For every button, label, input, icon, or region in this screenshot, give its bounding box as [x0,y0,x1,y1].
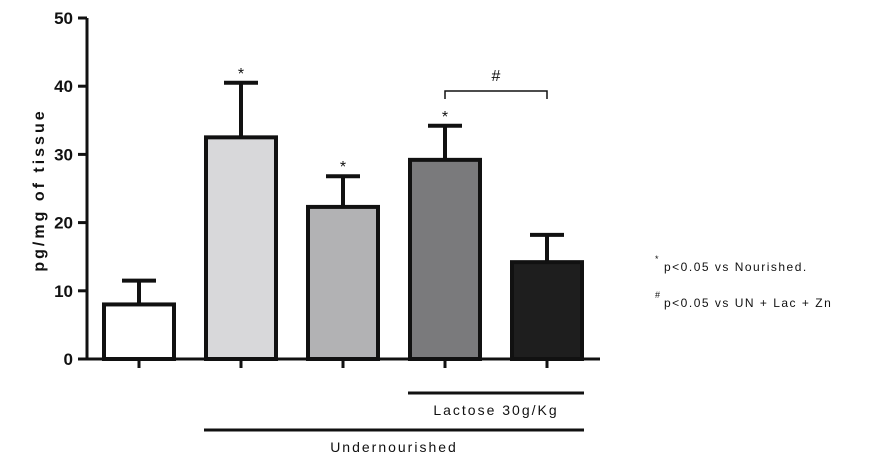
legend-entry: p<0.05 vs Nourished. [664,260,808,274]
legend-entry: p<0.05 vs UN + Lac + Zn [664,296,832,310]
bars: * * * # [102,66,584,362]
significance-mark: * [238,66,244,83]
legend-marker: # [655,290,660,300]
x-axis [87,357,600,368]
bar [510,260,584,362]
bar [102,302,176,362]
bar [408,157,482,361]
group-label: Undernourished [330,439,458,455]
group-labels: Lactose 30g/Kg Undernourished [204,391,584,455]
y-tick-label: 20 [54,214,73,233]
legend: * p<0.05 vs Nourished. # p<0.05 vs UN + Lac… [655,254,832,310]
legend-marker: * [655,254,659,264]
y-tick-label: 0 [64,350,73,369]
y-tick-label: 30 [54,145,73,164]
y-tick-label: 10 [54,282,73,301]
bracket-label: # [492,68,501,85]
y-tick-label: 40 [54,77,73,96]
y-axis-label: pg/mg of tissue [31,108,48,271]
group-label: Lactose 30g/Kg [433,402,558,418]
bar [306,204,380,361]
significance-mark: * [442,109,448,126]
y-axis: 0 10 20 30 40 50 [54,9,89,369]
significance-bracket [444,90,548,99]
y-tick-label: 50 [54,9,73,28]
significance-mark: * [340,159,346,176]
bar [204,135,278,361]
